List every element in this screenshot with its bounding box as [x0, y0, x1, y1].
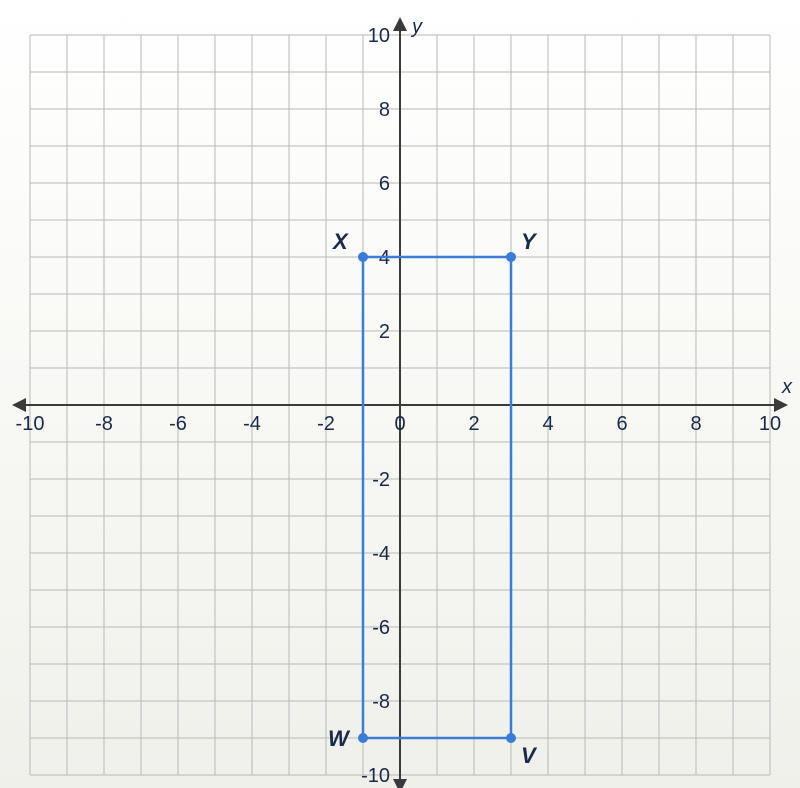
y-tick-label: -2: [372, 469, 390, 491]
y-axis-arrow-down: [393, 779, 407, 788]
chart-svg: -10-8-6-4-20246810-10-8-6-4-2246810xyXYV…: [0, 0, 800, 788]
x-tick-label: -10: [16, 413, 45, 435]
x-tick-label: -8: [95, 413, 113, 435]
y-tick-label: -10: [361, 765, 390, 787]
vertex-point-y: [506, 252, 516, 262]
vertex-point-x: [358, 252, 368, 262]
y-tick-label: -4: [372, 543, 390, 565]
coordinate-plane-chart: -10-8-6-4-20246810-10-8-6-4-2246810xyXYV…: [0, 0, 800, 788]
vertex-label-w: W: [328, 726, 351, 751]
x-tick-label: 6: [616, 413, 627, 435]
x-tick-label: -2: [317, 413, 335, 435]
vertex-label-y: Y: [521, 229, 538, 254]
x-tick-label: 2: [468, 413, 479, 435]
x-tick-label: -4: [243, 413, 261, 435]
x-axis-arrow-left: [12, 398, 26, 412]
x-axis-arrow-right: [774, 398, 788, 412]
vertex-point-w: [358, 733, 368, 743]
y-tick-label: -8: [372, 691, 390, 713]
y-tick-label: 6: [379, 173, 390, 195]
y-axis-arrow-up: [393, 17, 407, 31]
y-tick-label: -6: [372, 617, 390, 639]
x-tick-label: -6: [169, 413, 187, 435]
x-tick-label: 4: [542, 413, 553, 435]
x-tick-label: 10: [759, 413, 781, 435]
y-axis-label: y: [410, 16, 423, 38]
vertex-label-x: X: [331, 229, 349, 254]
vertex-label-v: V: [521, 743, 538, 768]
x-tick-label: 0: [394, 413, 405, 435]
x-axis-label: x: [781, 376, 793, 398]
x-tick-label: 8: [690, 413, 701, 435]
y-tick-label: 8: [379, 99, 390, 121]
y-tick-label: 2: [379, 321, 390, 343]
vertex-point-v: [506, 733, 516, 743]
y-tick-label: 10: [368, 25, 390, 47]
